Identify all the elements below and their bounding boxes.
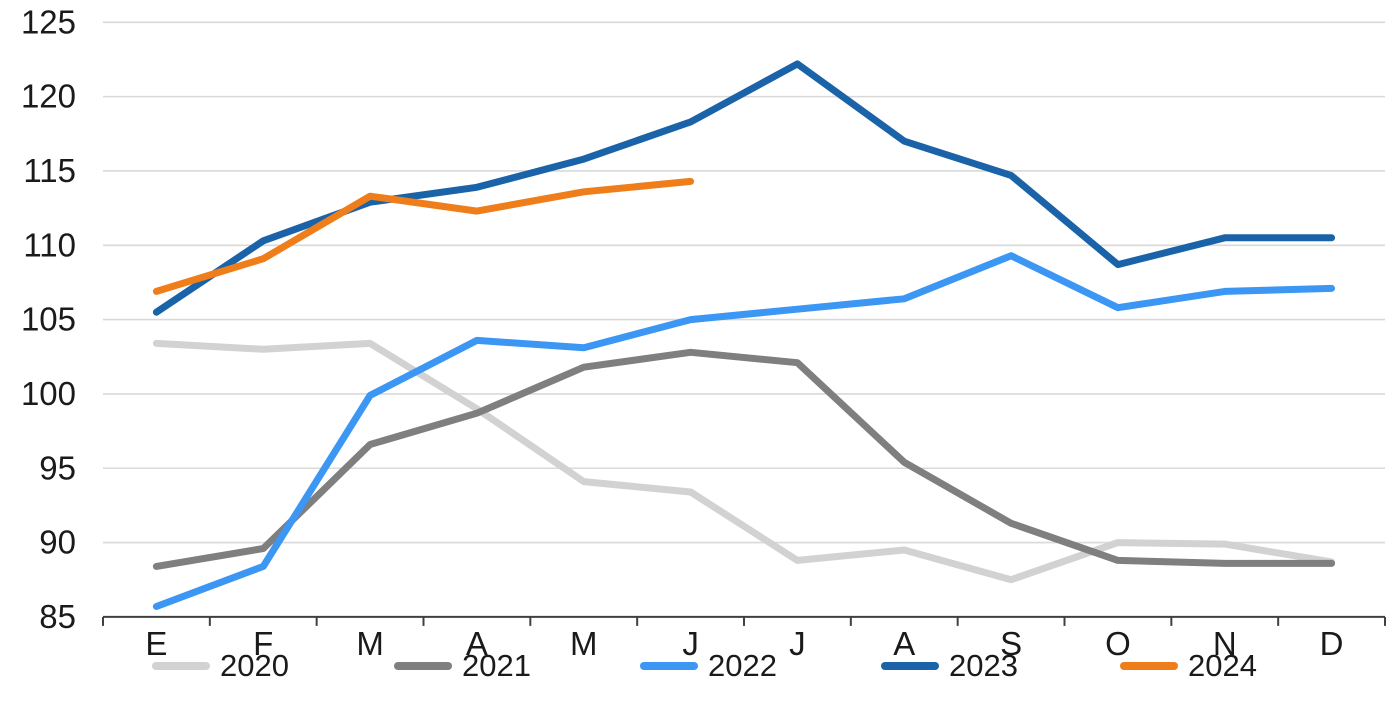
x-axis-tick-label: F	[253, 625, 273, 662]
y-axis-tick-label: 110	[23, 226, 76, 263]
legend-label: 2021	[462, 648, 531, 683]
legend-swatch-2024	[1120, 662, 1178, 670]
x-axis-tick-label: M	[356, 625, 384, 662]
series-line-2021	[152, 348, 1336, 570]
series-line-2022	[152, 252, 1336, 610]
x-axis-tick-label: O	[1105, 625, 1131, 662]
x-axis-tick-label: J	[682, 625, 699, 662]
x-axis-tick-label: N	[1213, 625, 1237, 662]
series-line-2020	[152, 339, 1336, 584]
x-axis-tick-label: S	[1000, 625, 1022, 662]
y-axis-tick-label: 125	[21, 3, 76, 40]
legend-label: 2022	[708, 648, 777, 683]
x-axis-tick-label: A	[466, 625, 488, 662]
y-axis-tick-label: 85	[39, 598, 76, 635]
legend-item-2023: 2023	[881, 649, 1018, 683]
legend-swatch-2023	[881, 662, 939, 670]
y-axis-tick-label: 120	[21, 78, 76, 115]
x-axis-tick-label: M	[570, 625, 598, 662]
legend-label: 2020	[220, 648, 289, 683]
legend-swatch-2022	[640, 662, 698, 670]
legend-item-2020: 2020	[152, 649, 289, 683]
series-line-2024	[152, 177, 695, 295]
x-axis-tick-label: D	[1320, 625, 1344, 662]
x-axis-tick-label: E	[145, 625, 167, 662]
legend-item-2021: 2021	[394, 649, 531, 683]
x-axis-tick-label: J	[789, 625, 806, 662]
y-axis-tick-label: 95	[39, 449, 76, 486]
legend-label: 2023	[949, 648, 1018, 683]
legend-item-2022: 2022	[640, 649, 777, 683]
series-line-2023	[152, 60, 1336, 316]
y-axis-tick-label: 90	[39, 524, 76, 561]
legend-swatch-2020	[152, 662, 210, 670]
y-axis-tick-label: 100	[21, 375, 76, 412]
x-axis-tick-label: A	[893, 625, 915, 662]
legend-label: 2024	[1188, 648, 1257, 683]
legend-swatch-2021	[394, 662, 452, 670]
y-axis-tick-label: 115	[23, 152, 76, 189]
y-axis-tick-label: 105	[21, 301, 76, 338]
chart-legend: 2020 2021 2022 2023 2024	[0, 649, 1400, 689]
legend-item-2024: 2024	[1120, 649, 1257, 683]
